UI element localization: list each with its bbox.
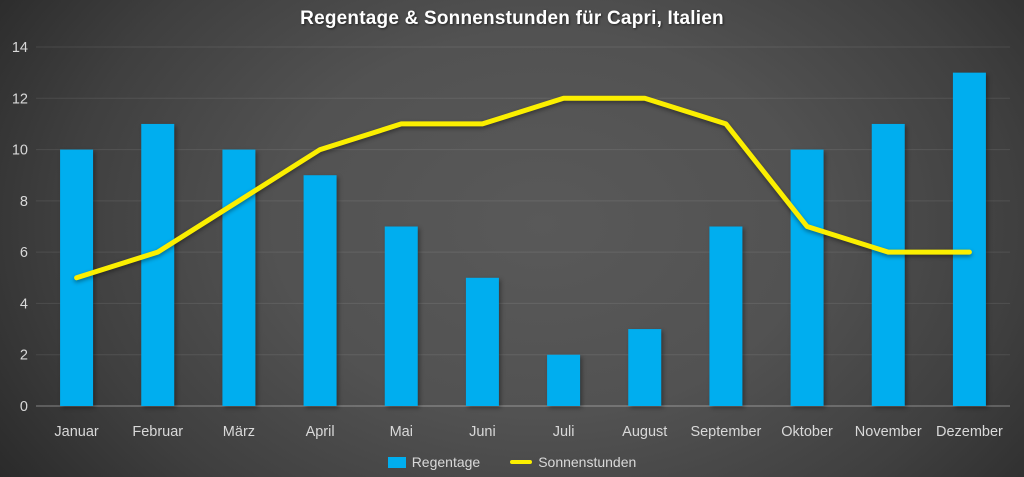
x-axis-label: August bbox=[622, 424, 667, 440]
x-axis-label: April bbox=[306, 424, 335, 440]
bar-dezember bbox=[952, 72, 986, 407]
y-axis-label: 2 bbox=[20, 348, 28, 364]
x-axis-label: Oktober bbox=[781, 424, 833, 440]
x-axis-label: März bbox=[223, 424, 255, 440]
sonnenstunden-legend-swatch bbox=[510, 460, 533, 464]
y-axis-label: 8 bbox=[20, 194, 28, 210]
bar-juni bbox=[465, 277, 499, 406]
y-axis-label: 10 bbox=[12, 143, 28, 159]
bar-april bbox=[303, 175, 337, 406]
bar-februar bbox=[141, 123, 175, 406]
sonnenstunden-legend-label: Sonnenstunden bbox=[538, 454, 637, 470]
x-axis-label: Mai bbox=[390, 424, 413, 440]
x-axis-label: Dezember bbox=[936, 424, 1003, 440]
x-axis-label: Juni bbox=[469, 424, 496, 440]
x-axis-label: November bbox=[855, 424, 922, 440]
bar-juli bbox=[547, 354, 581, 406]
x-axis-label: September bbox=[690, 424, 761, 440]
bar-august bbox=[628, 329, 662, 406]
legend-item-sonnenstunden: Sonnenstunden bbox=[510, 454, 636, 470]
bar-mai bbox=[384, 226, 418, 406]
bar-september bbox=[709, 226, 743, 406]
y-axis-label: 0 bbox=[20, 399, 28, 415]
bar-oktober bbox=[790, 149, 824, 407]
bar-märz bbox=[222, 149, 256, 407]
x-axis-label: Februar bbox=[132, 424, 183, 440]
chart-title: Regentage & Sonnenstunden für Capri, Ita… bbox=[300, 8, 724, 29]
regentage-legend-swatch bbox=[387, 456, 406, 468]
x-axis-label: Juli bbox=[553, 424, 575, 440]
x-axis-label: Januar bbox=[54, 424, 99, 440]
legend-item-regentage: Regentage bbox=[387, 454, 481, 470]
legend: Regentage Sonnenstunden bbox=[0, 454, 1024, 470]
bar-november bbox=[871, 123, 905, 406]
regentage-legend-label: Regentage bbox=[411, 454, 481, 470]
y-axis-label: 6 bbox=[20, 245, 28, 261]
y-axis-label: 4 bbox=[20, 296, 28, 312]
sonnenstunden-line bbox=[74, 95, 972, 281]
y-axis-label: 12 bbox=[12, 91, 28, 107]
y-axis-label: 14 bbox=[12, 40, 28, 56]
